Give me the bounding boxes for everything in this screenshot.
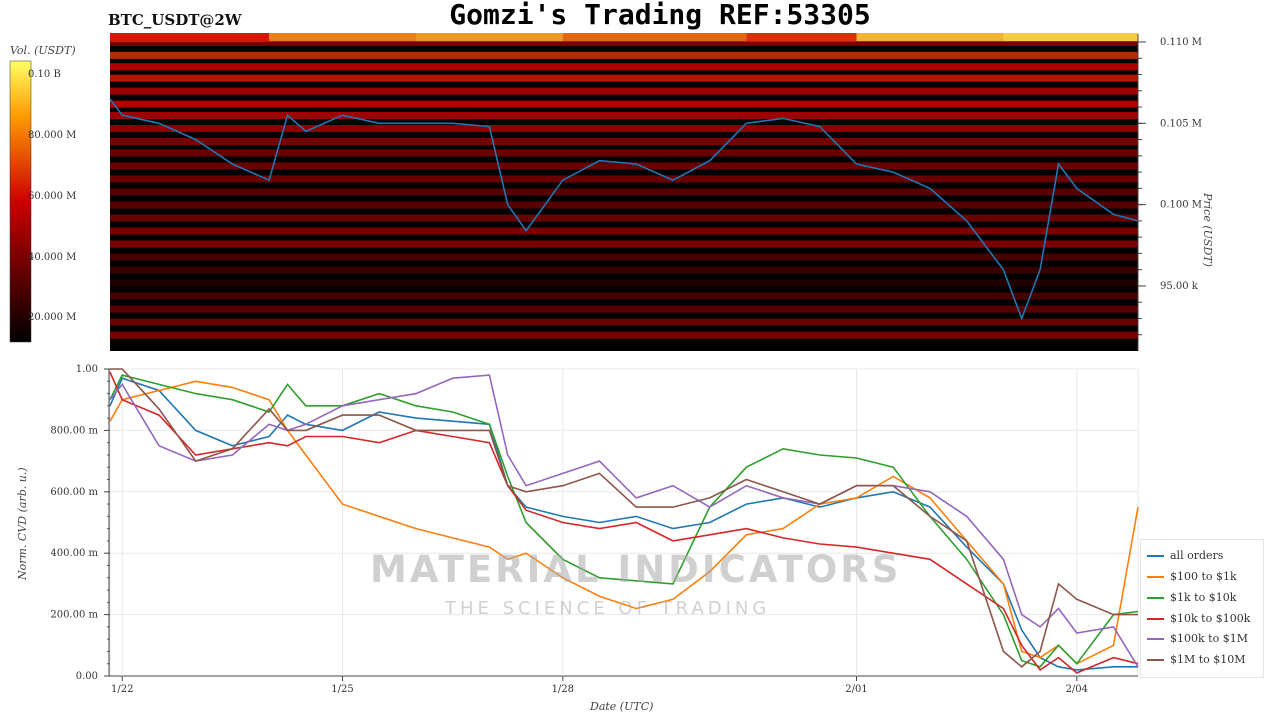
cvd-y-tick-label: 0.00 [76,671,98,682]
heatmap-band [110,279,1138,287]
heatmap-band [110,74,1138,82]
legend-swatch [1147,618,1164,620]
cvd-y-tick-label: 600.00 m [50,487,98,498]
price-axis: 0.110 M 0.105 M 0.100 M 95.00 k [1137,34,1202,351]
colorbar-tick-label: 40.000 M [28,252,76,263]
cvd-axis-label: Norm. CVD (arb. u.) [16,467,29,580]
heatmap-band [110,162,1138,170]
heatmap-band [110,188,1138,196]
legend-label: $1k to $10k [1170,591,1237,604]
heatmap-band [110,138,1138,146]
heatmap-band [110,292,1138,300]
cvd-panel: 1.00 800.00 m 600.00 m 400.00 m 200.00 m 0.00… [50,364,1139,695]
price-tick-label: 0.110 M [1160,37,1202,48]
legend: all orders $100 to $1k $1k to $10k $10k … [1140,539,1264,678]
legend-item-all-orders[interactable]: all orders [1147,548,1223,564]
cvd-x-tick-label: 1/25 [331,684,353,695]
colorbar-label: Vol. (USDT) [10,44,76,57]
colorbar-tick-label: 60.000 M [28,191,76,202]
legend-item-10k-100k[interactable]: $10k to $100k [1147,611,1250,627]
colorbar: 0.10 B 80.000 M 60.000 M 40.000 M 20.000 M [9,60,76,343]
heatmap-band [110,305,1138,313]
cvd-y-tick-label: 400.00 m [50,548,98,559]
price-tick-label: 0.105 M [1160,118,1202,129]
heatmap-top-strip [1003,33,1138,41]
legend-swatch [1147,597,1164,599]
heatmap-top-strip [269,33,416,41]
legend-swatch [1147,576,1164,578]
heatmap-band [110,227,1138,235]
price-line [109,98,1139,321]
heatmap-band [110,149,1138,157]
heatmap-band [110,100,1138,108]
watermark-brand: MATERIAL INDICATORS [370,548,902,591]
cvd-x-tick-label: 1/22 [111,684,133,695]
cvd-y-tick-label: 1.00 [76,364,98,375]
heatmap-band [110,125,1138,133]
cvd-series-line [109,377,1138,671]
x-axis-label: Date (UTC) [590,700,654,713]
colorbar-tick-label: 20.000 M [28,312,76,323]
legend-swatch [1147,638,1164,640]
heatmap-band [110,266,1138,274]
heatmap-band [110,51,1138,59]
legend-label: $10k to $100k [1170,612,1251,625]
heatmap-top-strip [562,33,747,41]
cvd-x-tick-label: 1/28 [552,684,574,695]
legend-label: $1M to $10M [1170,653,1246,666]
heatmap-band [110,253,1138,261]
price-tick-label: 0.100 M [1160,200,1202,211]
legend-item-100k-1m[interactable]: $100k to $1M [1147,631,1248,647]
heatmap-band [110,331,1138,339]
heatmap-band [110,240,1138,248]
heatmap-top-strip [746,33,857,41]
legend-item-1m-10m[interactable]: $1M to $10M [1147,652,1246,668]
legend-swatch [1147,659,1164,661]
colorbar-bar [9,60,32,343]
cvd-y-tick-label: 200.00 m [50,610,98,621]
heatmap-panel [109,33,1139,351]
cvd-series-line [109,374,1139,668]
legend-swatch [1147,555,1164,557]
cvd-series-line [110,368,1138,668]
heatmap-top-strip [416,33,563,41]
colorbar-tick-label: 80.000 M [28,130,76,141]
heatmap-band [110,214,1138,222]
cvd-y-tick-label: 800.00 m [50,425,98,436]
price-tick-label: 95.00 k [1160,281,1199,292]
cvd-x-tick-label: 2/04 [1066,684,1088,695]
price-axis-label: Price (USDT) [1201,193,1214,267]
legend-label: all orders [1170,549,1224,562]
heatmap-top-strip [856,33,1004,41]
heatmap-band [110,201,1138,209]
cvd-x-tick-label: 2/01 [845,684,867,695]
legend-item-100-1k[interactable]: $100 to $1k [1147,569,1237,585]
chart-title: Gomzi's Trading REF:53305 [449,0,871,31]
symbol-label: BTC_USDT@2W [108,11,242,29]
watermark-tagline: THE SCIENCE OF TRADING [445,598,771,619]
heatmap-top-strip [110,33,270,41]
legend-label: $100k to $1M [1170,632,1248,645]
cvd-series-line [109,374,1139,668]
cvd-series-line [109,371,1139,674]
cvd-series-line [109,380,1139,665]
heatmap-band [110,87,1138,95]
colorbar-tick-label: 0.10 B [28,69,61,80]
legend-item-1k-10k[interactable]: $1k to $10k [1147,590,1236,606]
heatmap-band [110,318,1138,326]
legend-label: $100 to $1k [1170,570,1237,583]
heatmap-band [110,63,1138,71]
heatmap-band [110,112,1138,120]
heatmap-band [110,38,1138,46]
heatmap-band [110,175,1138,183]
